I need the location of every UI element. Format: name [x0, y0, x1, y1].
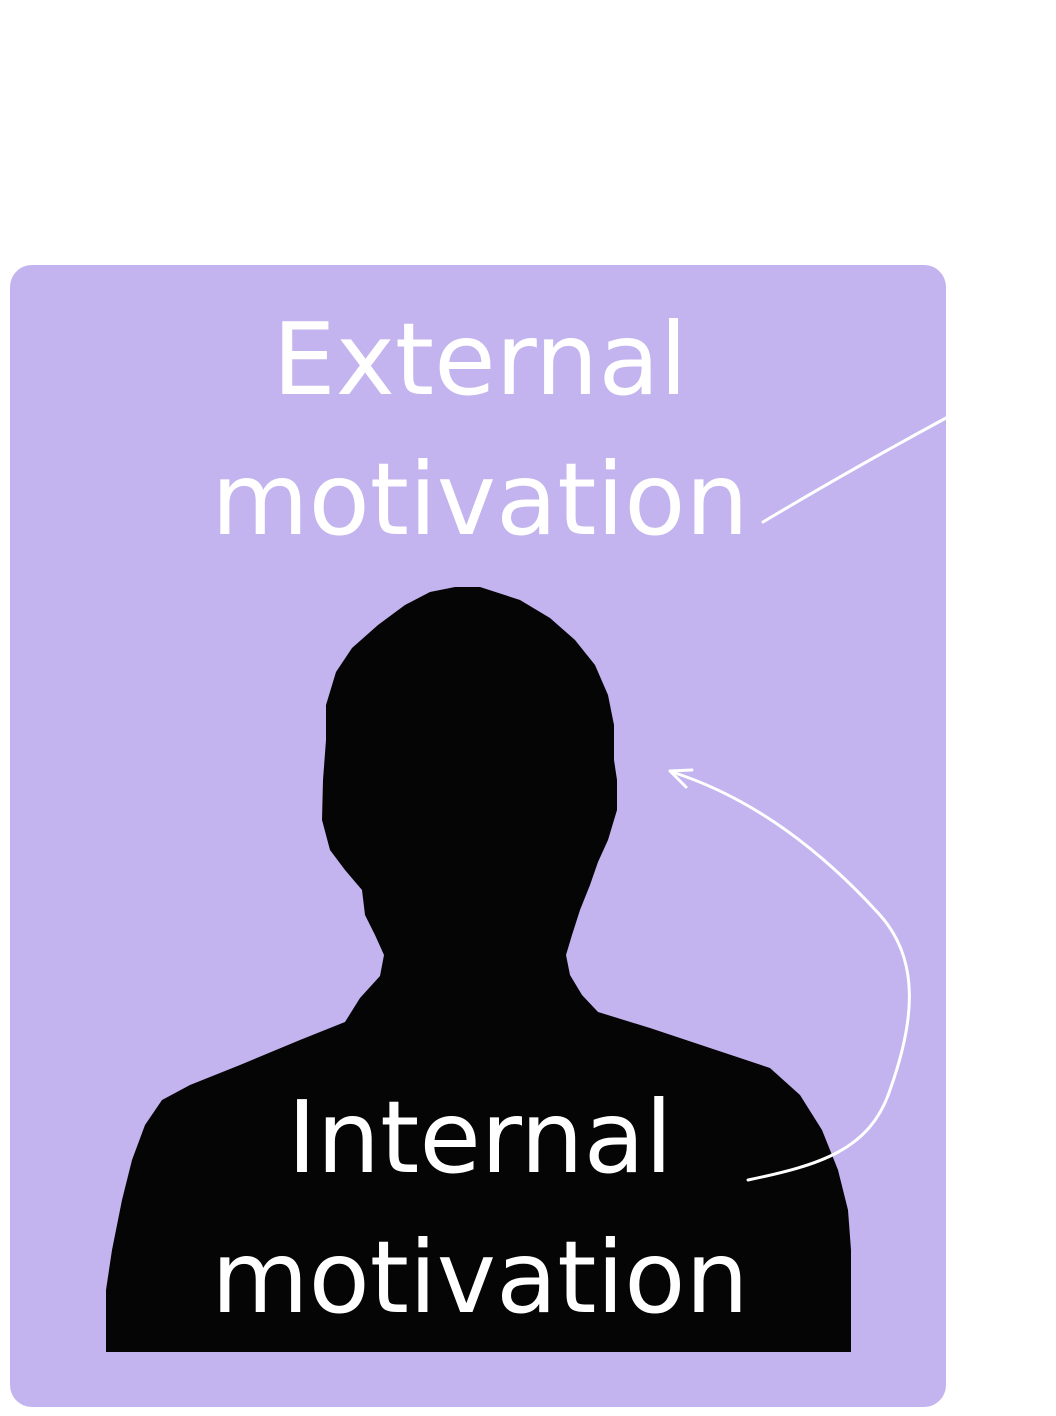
- internal-label-line2: motivation: [211, 1219, 749, 1336]
- internal-motivation-label: Internal motivation: [180, 1068, 780, 1348]
- external-label-line2: motivation: [211, 441, 749, 558]
- internal-label-line1: Internal: [287, 1079, 673, 1196]
- external-label-line1: External: [272, 301, 688, 418]
- external-motivation-label: External motivation: [180, 290, 780, 570]
